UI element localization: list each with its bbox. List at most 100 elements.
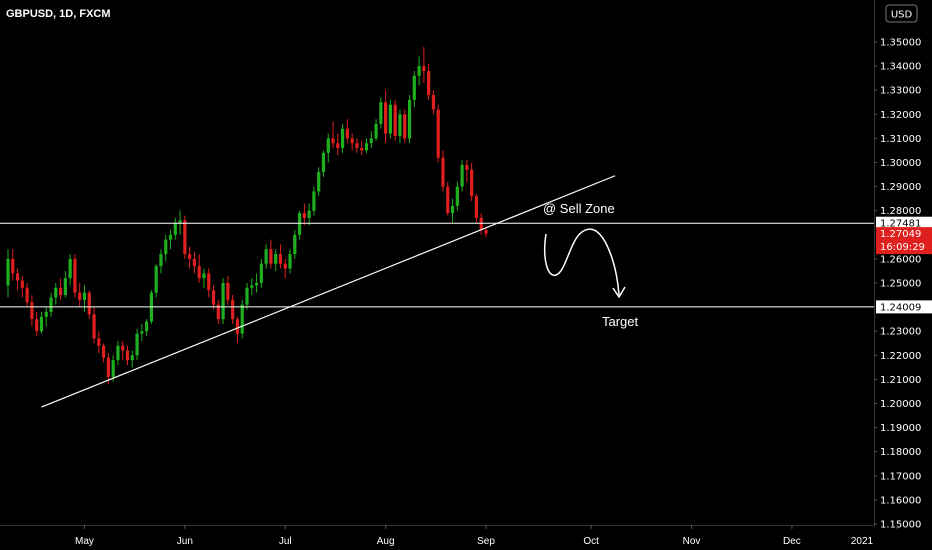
currency-button[interactable]: USD	[885, 4, 918, 23]
candle-body	[288, 254, 292, 269]
candle	[283, 258, 287, 279]
candle-body	[350, 138, 354, 144]
candle-body	[250, 285, 254, 288]
candle-body	[484, 229, 488, 234]
candle-body	[369, 138, 373, 144]
candle-body	[135, 333, 139, 356]
price-tick-label: 1.26000	[880, 254, 921, 265]
candle	[384, 90, 388, 144]
plot-area[interactable]: @ Sell Zone Target GBPUSD, 1D, FXCM	[0, 8, 874, 408]
candle-body	[274, 254, 278, 264]
candle	[470, 162, 474, 202]
candle-body	[202, 273, 206, 279]
time-axis[interactable]: May Jun Jul Aug Sep Oct Nov Dec 2021	[75, 525, 898, 547]
candle-body	[235, 319, 240, 334]
candle	[145, 319, 149, 337]
candle-body	[283, 263, 287, 269]
candle-body	[140, 331, 144, 334]
candle-body	[173, 222, 177, 235]
current-price-label: 1.27049	[880, 229, 921, 240]
candle-body	[307, 210, 311, 218]
candle	[6, 249, 10, 298]
candle-body	[78, 292, 82, 300]
candle	[254, 273, 259, 293]
candle	[465, 160, 469, 182]
candle-body	[321, 152, 326, 173]
candle-body	[240, 304, 244, 334]
candle-body	[20, 280, 24, 288]
resistance-price-label: 1.27481	[880, 219, 921, 230]
candle-body	[450, 205, 455, 214]
candle-body	[145, 321, 149, 332]
candle	[250, 278, 254, 296]
candle-body	[159, 254, 163, 267]
candle	[355, 138, 359, 153]
candle-body	[183, 220, 187, 255]
candle	[307, 203, 311, 226]
time-tick-label: Aug	[377, 536, 395, 547]
candle	[407, 95, 412, 144]
candle-body	[192, 258, 197, 267]
candle-body	[479, 217, 483, 230]
candle-body	[336, 143, 340, 149]
candle-body	[302, 213, 306, 218]
candle-body	[331, 138, 335, 144]
candle-body	[312, 191, 316, 211]
candle-body	[25, 287, 29, 303]
candle	[58, 278, 63, 300]
time-tick-label: Sep	[477, 536, 495, 547]
candle	[278, 244, 283, 269]
candle-body	[226, 283, 230, 300]
price-tick-label: 1.32000	[880, 110, 921, 121]
candle-body	[427, 70, 431, 96]
candle-body	[384, 102, 388, 134]
candle-body	[73, 258, 77, 293]
time-tick-label: Jul	[279, 536, 292, 547]
candle	[393, 99, 397, 141]
candle-body	[130, 355, 134, 361]
candle-body	[68, 258, 72, 279]
candle-body	[355, 143, 359, 149]
price-tick-label: 1.35000	[880, 38, 921, 49]
candle	[207, 268, 211, 298]
candle	[135, 328, 139, 361]
candle	[436, 104, 440, 163]
candle	[121, 340, 125, 361]
candle-body	[436, 109, 440, 158]
candle	[116, 340, 120, 365]
candle	[92, 307, 96, 344]
candle	[15, 268, 20, 291]
candle-body	[470, 169, 474, 197]
candle-body	[297, 213, 302, 235]
candle-body	[317, 172, 321, 192]
trendline[interactable]	[41, 175, 616, 408]
candle-body	[446, 186, 450, 214]
current-price-tag: 1.27049 16:09:29	[876, 227, 932, 255]
candle	[431, 90, 436, 115]
candle-body	[364, 143, 369, 151]
candle	[111, 355, 115, 382]
price-tick-label: 1.23000	[880, 327, 921, 338]
price-axis[interactable]: 1.35000 1.34000 1.33000 1.32000 1.31000 1.300…	[874, 38, 921, 531]
candle	[422, 46, 426, 83]
candle	[54, 283, 58, 305]
price-tick-label: 1.29000	[880, 182, 921, 193]
candle	[264, 244, 268, 269]
candle	[30, 295, 34, 327]
price-tick-label: 1.22000	[880, 351, 921, 362]
time-tick-label: 2021	[851, 536, 874, 547]
candle	[484, 227, 488, 238]
candle-body	[474, 196, 479, 218]
candle	[106, 352, 110, 385]
candle	[412, 70, 416, 108]
candle-body	[412, 75, 416, 100]
price-tick-label: 1.33000	[880, 86, 921, 97]
candle	[68, 254, 72, 286]
candle	[417, 56, 421, 86]
candle	[379, 97, 383, 129]
candle-body	[407, 99, 412, 139]
candle	[78, 283, 82, 308]
candle	[25, 283, 29, 308]
